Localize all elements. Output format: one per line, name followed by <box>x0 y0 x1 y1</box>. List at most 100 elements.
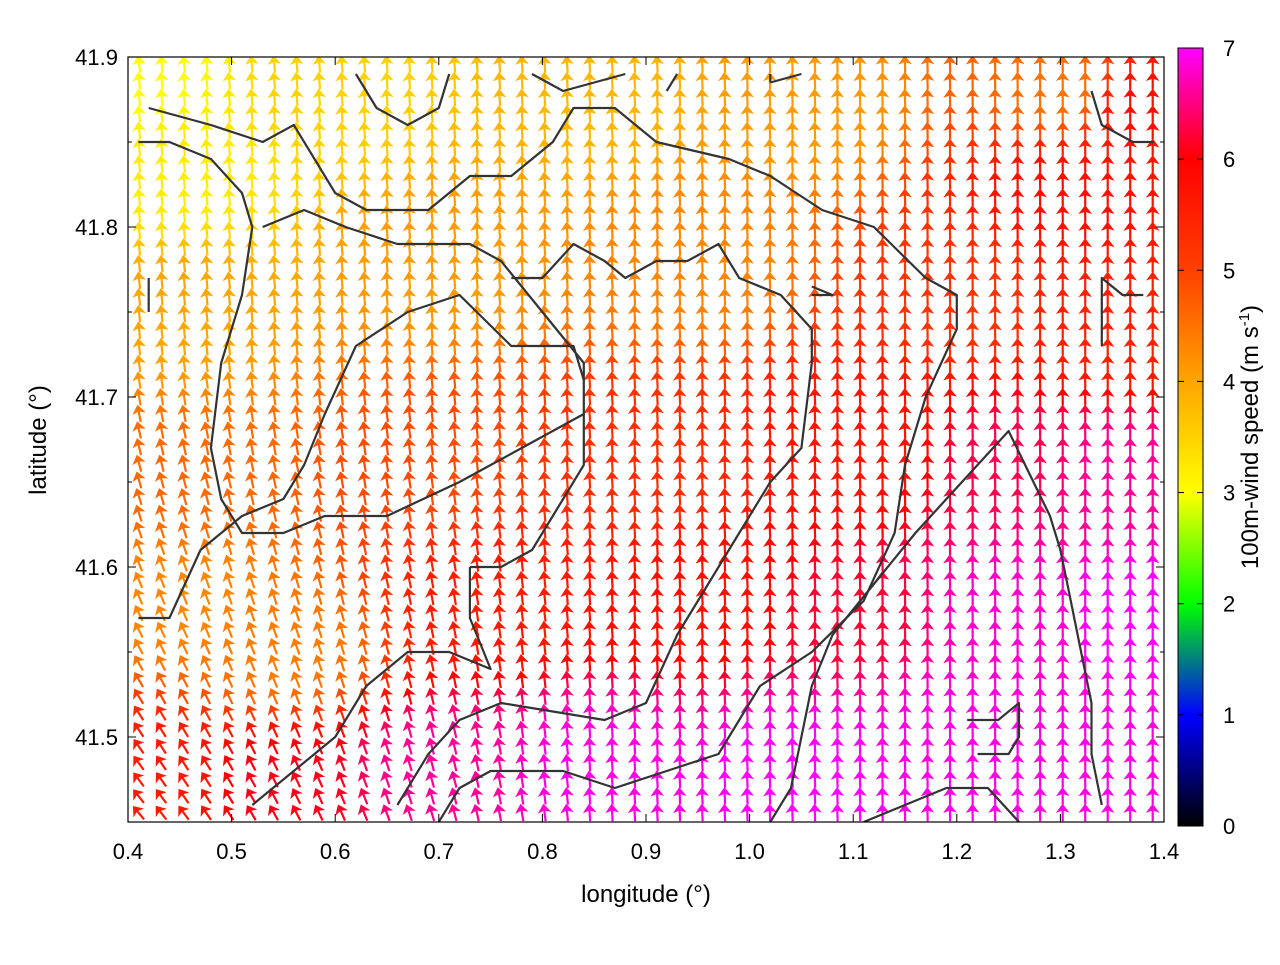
wind-arrow <box>447 604 462 623</box>
wind-arrow <box>220 603 237 623</box>
wind-arrow <box>606 671 619 689</box>
wind-arrow <box>1079 455 1091 472</box>
wind-arrow <box>470 371 483 389</box>
wind-arrow <box>177 105 191 123</box>
wind-arrow <box>628 588 641 606</box>
wind-arrow <box>741 322 754 339</box>
wind-arrow <box>515 737 529 756</box>
wind-arrow <box>606 355 619 373</box>
wind-arrow <box>651 238 664 256</box>
wind-arrow <box>1102 804 1114 821</box>
wind-arrow <box>1124 455 1136 472</box>
wind-arrow <box>515 355 528 373</box>
wind-arrow <box>290 89 303 107</box>
wind-arrow <box>132 238 146 256</box>
wind-arrow <box>266 504 282 523</box>
wind-arrow <box>155 55 169 73</box>
wind-arrow <box>1079 289 1091 306</box>
wind-arrow <box>177 122 191 140</box>
wind-arrow <box>944 688 956 705</box>
wind-arrow <box>245 172 259 190</box>
wind-arrow <box>696 322 709 340</box>
wind-arrow <box>268 138 281 156</box>
wind-arrow <box>764 372 777 389</box>
wind-arrow <box>673 737 686 755</box>
wind-arrow <box>560 554 573 572</box>
wind-arrow <box>673 771 686 789</box>
wind-arrow <box>1011 571 1023 588</box>
wind-arrow <box>515 105 528 123</box>
wind-arrow <box>266 587 283 607</box>
wind-arrow <box>132 321 146 339</box>
wind-arrow <box>515 322 528 340</box>
wind-arrow <box>583 222 596 240</box>
wind-arrow <box>854 438 867 455</box>
wind-arrow <box>1057 189 1069 206</box>
wind-arrow <box>470 189 483 207</box>
wind-arrow <box>854 172 867 189</box>
wind-arrow <box>492 621 506 640</box>
wind-arrow <box>402 554 417 573</box>
wind-arrow <box>854 305 867 322</box>
wind-arrow <box>380 438 394 456</box>
wind-arrow <box>265 719 283 739</box>
wind-arrow <box>424 554 439 573</box>
wind-arrow <box>966 571 978 588</box>
wind-arrow <box>809 505 822 522</box>
wind-arrow <box>718 189 731 207</box>
wind-arrow <box>538 704 552 722</box>
wind-arrow <box>312 371 326 389</box>
wind-arrow <box>1011 754 1023 771</box>
wind-arrow <box>1057 122 1069 139</box>
wind-arrow <box>538 322 551 340</box>
wind-arrow <box>288 670 305 690</box>
wind-arrow <box>222 188 236 206</box>
wind-arrow <box>899 372 911 389</box>
wind-arrow <box>243 620 260 640</box>
wind-arrow <box>242 786 261 807</box>
wind-arrow <box>335 421 349 440</box>
wind-arrow <box>1057 89 1069 106</box>
wind-arrow <box>402 587 417 606</box>
wind-arrow <box>989 56 1001 73</box>
colorbar-tick-label: 1 <box>1223 703 1235 728</box>
wind-arrow <box>876 688 888 705</box>
wind-arrow <box>786 338 799 355</box>
wind-arrow <box>154 437 169 456</box>
wind-arrow <box>854 355 867 372</box>
wind-arrow <box>673 222 686 240</box>
wind-arrow <box>921 455 933 472</box>
wind-arrow <box>152 636 170 657</box>
wind-arrow <box>288 603 305 623</box>
wind-arrow <box>380 188 393 206</box>
wind-arrow <box>197 703 216 724</box>
wind-arrow <box>944 771 956 788</box>
wind-arrow <box>493 355 506 373</box>
wind-arrow <box>786 255 799 272</box>
wind-arrow <box>741 72 754 89</box>
wind-arrow <box>809 139 822 156</box>
wind-arrow <box>1034 355 1046 372</box>
wind-arrow <box>1011 505 1023 522</box>
wind-arrow <box>854 288 867 305</box>
wind-arrow <box>1079 172 1091 189</box>
wind-arrow <box>989 721 1001 738</box>
wind-arrow <box>378 786 395 806</box>
wind-arrow <box>1102 255 1114 272</box>
wind-arrow <box>515 587 529 605</box>
wind-arrow <box>403 155 416 173</box>
wind-arrow <box>1124 438 1136 455</box>
wind-arrow <box>1057 455 1069 472</box>
wind-arrow <box>243 686 261 706</box>
wind-arrow <box>313 255 326 273</box>
wind-arrow <box>989 322 1001 339</box>
wind-arrow <box>446 770 462 789</box>
wind-arrow <box>379 554 394 573</box>
wind-arrow <box>333 736 350 756</box>
wind-arrow <box>831 355 844 372</box>
wind-arrow <box>402 438 416 456</box>
wind-arrow <box>921 671 933 688</box>
x-tick-label: 0.6 <box>320 839 351 864</box>
wind-arrow <box>245 138 259 156</box>
wind-arrow <box>718 638 731 656</box>
